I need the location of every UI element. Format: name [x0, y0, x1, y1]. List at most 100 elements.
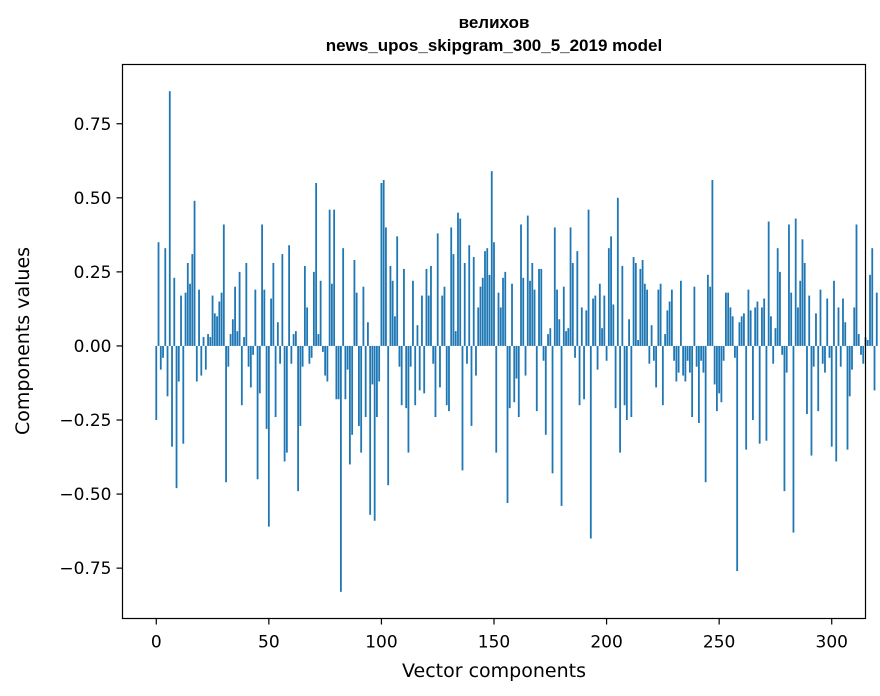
bar [531, 262, 534, 346]
bar [177, 345, 180, 382]
bar [274, 345, 277, 418]
bar [776, 248, 779, 346]
bar [598, 283, 601, 346]
bar [743, 313, 745, 346]
bar [538, 268, 540, 346]
bar [524, 345, 527, 376]
bar [227, 345, 230, 367]
bar [265, 345, 268, 429]
bar [558, 319, 561, 346]
bar [770, 316, 772, 346]
bar [589, 345, 592, 539]
bar [722, 345, 725, 361]
bar [817, 345, 820, 412]
bar [574, 345, 576, 358]
bar [490, 171, 493, 346]
bar [578, 345, 581, 406]
bar [551, 345, 554, 474]
bar [454, 331, 457, 346]
bar [481, 277, 484, 346]
bar [457, 212, 459, 346]
bar [641, 260, 644, 346]
bar [736, 345, 739, 572]
x-tick-label: 100 [365, 633, 397, 653]
bar [869, 274, 871, 346]
bar [236, 331, 239, 346]
bar [592, 298, 594, 346]
bar [560, 345, 563, 506]
bar [312, 271, 315, 346]
bar [189, 283, 191, 346]
bar [272, 262, 275, 346]
bar [173, 277, 176, 346]
bar [394, 316, 396, 346]
bar [794, 218, 797, 346]
bar [213, 313, 216, 346]
bar [734, 345, 736, 358]
bar [619, 345, 621, 453]
bar [407, 345, 410, 453]
x-tick-label: 0 [151, 633, 162, 653]
bar [652, 345, 655, 361]
bar [686, 345, 689, 361]
x-axis-label: Vector components [402, 660, 586, 682]
bar [412, 280, 414, 346]
bar [303, 265, 306, 346]
bar [382, 180, 385, 346]
bar [628, 319, 630, 346]
bar [306, 307, 309, 346]
bar [643, 283, 646, 346]
bar [691, 345, 694, 418]
bar [369, 345, 372, 515]
bar [396, 236, 399, 346]
bar [763, 298, 766, 346]
bar [245, 262, 248, 346]
bar [761, 307, 763, 346]
bar [738, 322, 741, 346]
bar [860, 345, 862, 355]
bar [772, 345, 775, 364]
bar [664, 334, 667, 346]
bar [445, 345, 448, 406]
bar [234, 286, 236, 346]
bar [441, 295, 444, 346]
bar [508, 345, 511, 409]
bar [842, 298, 844, 346]
bar [819, 289, 822, 346]
bar [225, 345, 227, 483]
bar [283, 345, 286, 462]
bar [785, 345, 788, 373]
bar [659, 283, 662, 346]
bar [682, 345, 685, 376]
bar [463, 262, 466, 346]
bar [231, 319, 234, 346]
bar [603, 295, 606, 346]
bar [162, 345, 164, 358]
bar [164, 248, 167, 346]
bar [166, 345, 169, 397]
bar [670, 289, 673, 346]
bar [315, 183, 318, 346]
bar [612, 304, 615, 346]
bar [526, 215, 529, 346]
bar [749, 310, 752, 346]
bar [468, 245, 471, 346]
bar [824, 345, 826, 373]
bar [308, 345, 311, 364]
bar [806, 345, 808, 415]
y-tick-label: 0.75 [74, 115, 112, 135]
bar [252, 345, 254, 355]
bar [515, 345, 518, 379]
bar [218, 301, 221, 346]
bar [639, 268, 642, 346]
bar [182, 345, 185, 444]
bar [540, 268, 543, 346]
bar [472, 257, 475, 346]
bar [506, 345, 509, 503]
bar [333, 209, 336, 346]
bar [729, 307, 732, 346]
bar [504, 271, 507, 346]
bar [204, 345, 207, 370]
bar [614, 345, 617, 409]
